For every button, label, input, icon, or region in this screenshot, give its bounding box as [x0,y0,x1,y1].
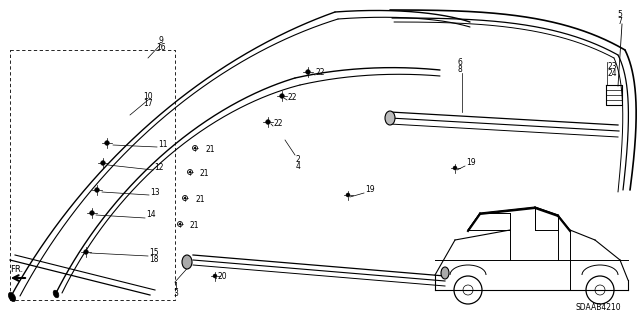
Circle shape [100,160,106,165]
Text: 15: 15 [149,248,159,257]
Circle shape [306,70,310,74]
Text: 21: 21 [205,145,214,154]
Text: 17: 17 [143,99,153,108]
Circle shape [184,197,186,199]
Circle shape [179,223,181,225]
Circle shape [213,274,217,278]
Text: 5: 5 [617,10,622,19]
Text: 21: 21 [190,221,200,230]
Ellipse shape [182,255,192,269]
Text: 19: 19 [466,158,476,167]
Circle shape [189,171,191,173]
Ellipse shape [385,111,395,125]
Text: 2: 2 [296,155,301,164]
Circle shape [90,211,95,215]
Circle shape [95,188,99,192]
Text: 13: 13 [150,188,159,197]
Text: 11: 11 [158,140,168,149]
Text: 12: 12 [154,163,163,172]
Text: 9: 9 [159,36,163,45]
Circle shape [266,120,270,124]
Text: 21: 21 [200,169,209,178]
Ellipse shape [8,293,15,301]
Text: 3: 3 [173,289,178,298]
Text: 8: 8 [458,65,463,74]
Text: 22: 22 [316,68,326,77]
Text: 16: 16 [156,43,166,52]
Text: 19: 19 [365,185,374,194]
Text: FR.: FR. [10,265,23,274]
Text: 18: 18 [149,255,159,264]
Text: 24: 24 [608,69,618,78]
Text: 6: 6 [458,58,463,67]
Text: 1: 1 [173,282,178,291]
Circle shape [280,93,284,98]
Text: 4: 4 [296,162,301,171]
Circle shape [104,141,109,145]
Circle shape [453,166,457,170]
Text: 10: 10 [143,92,153,101]
Ellipse shape [53,290,59,298]
Ellipse shape [441,267,449,279]
Text: 23: 23 [608,62,618,71]
Text: 7: 7 [617,17,622,26]
Circle shape [84,249,88,254]
Text: 20: 20 [217,272,227,281]
Circle shape [194,147,196,149]
Circle shape [346,193,350,197]
Text: 22: 22 [288,93,298,102]
Text: 14: 14 [146,210,156,219]
Text: SDAAB4210: SDAAB4210 [575,303,621,312]
Text: 21: 21 [195,195,205,204]
Text: 22: 22 [274,119,284,128]
